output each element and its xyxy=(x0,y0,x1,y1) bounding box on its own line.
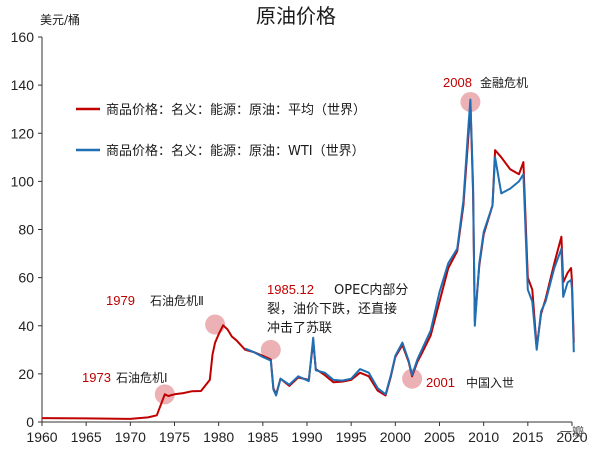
x-tick-label: 1970 xyxy=(115,429,146,445)
y-tick-label: 0 xyxy=(26,414,34,430)
y-tick-label: 60 xyxy=(18,270,34,286)
y-tick-label: 80 xyxy=(18,222,34,238)
x-tick-label: 2005 xyxy=(424,429,455,445)
x-tick-label: 2000 xyxy=(380,429,411,445)
y-tick-label: 160 xyxy=(11,29,35,45)
annotation-1985-text-line3: 冲击了苏联 xyxy=(267,320,332,336)
annotation-1985-text-line2: 裂，油价下跌，还直接 xyxy=(267,301,397,317)
x-tick-label: 1960 xyxy=(26,429,57,445)
legend: 商品价格：名义：能源：原油：平均（世界） 商品价格：名义：能源：原油：WTI（世… xyxy=(76,102,366,159)
x-tick-label: 1965 xyxy=(71,429,102,445)
x-tick-label: 1990 xyxy=(291,429,322,445)
annotation-1979-text: 石油危机Ⅱ xyxy=(150,294,204,308)
x-axis: 1960 1965 1970 1975 1980 1985 1990 1995 2000 2005… xyxy=(26,421,588,445)
x-tick-label: 1980 xyxy=(203,429,234,445)
x-tick-label: 1985 xyxy=(247,429,278,445)
watermark: 一瓣 xyxy=(560,425,584,439)
series-lines xyxy=(41,98,575,420)
x-tick-label: 2020 xyxy=(556,429,587,445)
annotation-1973-text: 石油危机Ⅰ xyxy=(116,371,168,385)
annotations: 1973 石油危机Ⅰ 1979 石油危机Ⅱ 1985.12 OPEC内部分 裂，… xyxy=(82,75,528,390)
y-tick-label: 40 xyxy=(18,318,34,334)
chart-title: 原油价格 xyxy=(256,4,336,28)
y-axis: 0 20 40 60 80 100 120 140 160 xyxy=(11,29,43,430)
legend-label-wti: 商品价格：名义：能源：原油：WTI（世界） xyxy=(106,143,365,159)
y-tick-label: 120 xyxy=(11,125,35,141)
y-tick-label: 20 xyxy=(18,366,34,382)
annotation-2001-year: 2001 xyxy=(426,375,455,390)
event-marker-1979 xyxy=(205,314,226,335)
annotation-1973-year: 1973 xyxy=(82,370,111,385)
event-marker-2001 xyxy=(402,368,423,389)
annotation-2001-text: 中国入世 xyxy=(466,375,514,390)
annotation-1979-year: 1979 xyxy=(106,293,135,308)
annotation-1985-text-line1: OPEC内部分 xyxy=(334,282,408,298)
y-tick-label: 100 xyxy=(11,173,35,189)
annotation-2008-text: 金融危机 xyxy=(480,75,528,90)
annotation-2008-year: 2008 xyxy=(443,75,472,90)
legend-label-average: 商品价格：名义：能源：原油：平均（世界） xyxy=(106,102,366,118)
y-tick-label: 140 xyxy=(11,77,35,93)
x-tick-label: 1995 xyxy=(336,429,367,445)
y-axis-unit: 美元/桶 xyxy=(40,12,80,27)
series-line-wti xyxy=(244,98,575,397)
event-markers xyxy=(154,91,481,405)
event-marker-1985.12 xyxy=(260,339,281,360)
x-tick-label: 2010 xyxy=(468,429,499,445)
x-tick-label: 2015 xyxy=(512,429,543,445)
annotation-1985-year: 1985.12 xyxy=(267,282,314,297)
x-tick-label: 1975 xyxy=(159,429,190,445)
series-line-average xyxy=(41,101,575,420)
